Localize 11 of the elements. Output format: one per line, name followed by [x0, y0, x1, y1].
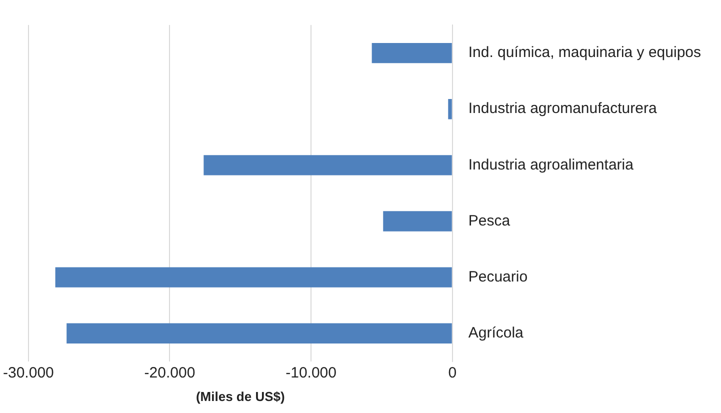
y-tick-label: Pesca — [468, 212, 511, 230]
x-tick-label: -30.000 — [3, 364, 54, 382]
x-tick-label: 0 — [448, 364, 457, 382]
y-tick-label: Ind. química, maquinaria y equipos — [468, 44, 702, 62]
y-tick-label: Industria agroalimentaria — [468, 156, 634, 174]
y-tick-label: Pecuario — [468, 268, 528, 286]
y-tick-label: Industria agromanufacturera — [468, 100, 658, 118]
x-axis-title: (Miles de US$) — [196, 388, 285, 404]
x-tick-label: -20.000 — [144, 364, 196, 382]
y-tick-label: Agrícola — [468, 324, 524, 342]
x-tick-label: -10.000 — [286, 364, 336, 382]
